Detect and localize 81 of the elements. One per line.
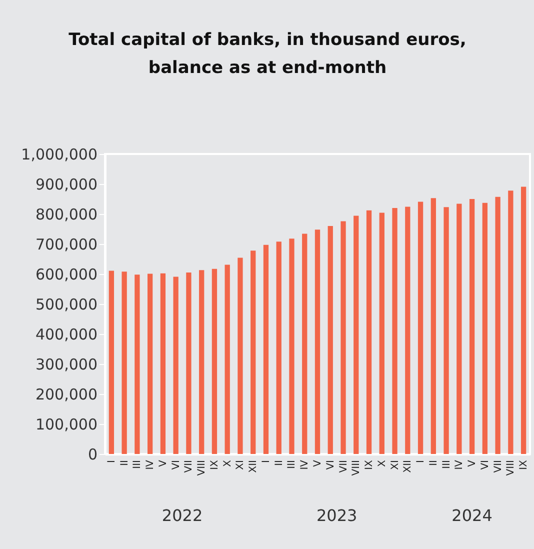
y-tick-label: 800,000 (35, 206, 98, 224)
text: 2023 (316, 506, 358, 525)
x-tick-label: VII (184, 460, 195, 473)
x-tick-label: VIII (196, 460, 208, 476)
x-tick-label: VI (480, 460, 491, 470)
x-tick-label: I (260, 460, 272, 463)
bar (289, 238, 294, 454)
bar (224, 264, 230, 454)
y-tick-label: 200,000 (35, 386, 98, 404)
bar (482, 202, 488, 454)
x-tick-label: V (312, 460, 324, 467)
x-tick-label: XII (402, 460, 414, 473)
x-tick-label: III (132, 460, 144, 469)
x-tick-label: VI (170, 460, 182, 470)
bar (354, 216, 359, 454)
x-tick-label: I (106, 460, 118, 463)
bar (122, 272, 127, 454)
x-tick-label: IX (209, 460, 220, 470)
chart-title: Total capital of banks, in thousand euros, balance as at end-month (68, 30, 466, 78)
x-tick-label: V (158, 460, 169, 467)
bar (276, 242, 282, 454)
bar (328, 226, 333, 454)
bar (430, 198, 436, 454)
bar (108, 270, 114, 454)
bar (148, 274, 153, 454)
x-tick-label: VIII (351, 460, 362, 476)
bar (469, 199, 475, 454)
x-tick-label: IX (364, 460, 376, 470)
x-tick-label: VI (325, 460, 336, 470)
x-tick-label: V (467, 460, 478, 467)
x-tick-label: III (286, 460, 298, 469)
bar (405, 206, 410, 454)
x-tick-label: II (119, 460, 130, 466)
y-tick-label: 1,000,000 (21, 146, 98, 164)
x-tick-label: VII (338, 460, 350, 473)
y-tick-label: 500,000 (35, 296, 98, 314)
bar (134, 274, 140, 454)
bar (199, 270, 204, 454)
x-tick-label: IV (300, 460, 311, 470)
x-tick-label: IV (454, 460, 466, 470)
bar (238, 258, 243, 454)
x-tick-label: XII (248, 460, 260, 473)
bar (495, 196, 500, 454)
bar (340, 221, 346, 454)
bar (456, 204, 462, 454)
y-tick-label: 700,000 (35, 236, 98, 254)
x-tick-label: VII (492, 460, 504, 473)
x-tick-label: II (428, 460, 440, 466)
y-tick-label: 900,000 (35, 176, 98, 194)
bar (392, 208, 398, 454)
bar (508, 190, 514, 454)
text: 2024 (452, 506, 492, 525)
bar (366, 210, 372, 454)
bar (173, 276, 178, 454)
x-tick-label: III (441, 460, 452, 469)
y-tick-label: 100,000 (35, 416, 98, 434)
x-tick-label: X (376, 460, 388, 467)
x-tick-label: II (274, 460, 285, 466)
x-tick-label: IV (145, 460, 156, 470)
bar (263, 244, 269, 454)
y-tick-label: 300,000 (35, 356, 98, 374)
y-tick-label: 0 (88, 446, 98, 464)
bar (250, 250, 256, 454)
bar (418, 202, 424, 454)
text: 2022 (162, 506, 203, 525)
y-tick-label: 600,000 (35, 266, 98, 284)
x-tick-label: IX (518, 460, 530, 470)
bar (520, 186, 526, 454)
bar (302, 234, 308, 454)
x-tick-label: I (416, 460, 427, 463)
bar (444, 207, 449, 454)
bar (186, 272, 192, 454)
x-tick-label: VIII (506, 460, 517, 476)
bar (160, 273, 166, 454)
x-tick-label: XI (235, 460, 246, 470)
x-tick-label: XI (390, 460, 401, 470)
bar (314, 230, 320, 454)
bar (212, 268, 218, 454)
bar (379, 212, 384, 454)
y-tick-label: 400,000 (35, 326, 98, 344)
x-tick-label: X (222, 460, 234, 467)
